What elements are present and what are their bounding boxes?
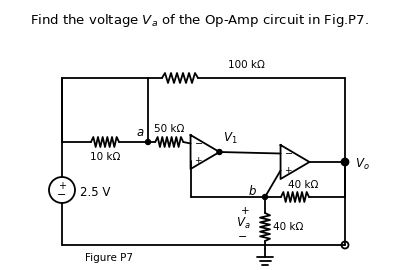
Text: $V_o$: $V_o$ bbox=[355, 156, 370, 171]
Text: $b$: $b$ bbox=[247, 184, 257, 198]
Text: $V_a$: $V_a$ bbox=[236, 215, 250, 231]
Text: 2.5 V: 2.5 V bbox=[80, 185, 110, 198]
Text: 40 kΩ: 40 kΩ bbox=[273, 222, 304, 232]
Text: 100 kΩ: 100 kΩ bbox=[228, 60, 265, 70]
Text: −: − bbox=[57, 190, 67, 200]
Text: 50 kΩ: 50 kΩ bbox=[154, 124, 184, 134]
Circle shape bbox=[217, 150, 222, 154]
Text: +: + bbox=[194, 156, 202, 165]
Text: +: + bbox=[285, 166, 292, 175]
Circle shape bbox=[342, 160, 348, 164]
Text: 40 kΩ: 40 kΩ bbox=[288, 180, 318, 190]
Text: $a$: $a$ bbox=[136, 127, 144, 140]
Text: 10 kΩ: 10 kΩ bbox=[90, 152, 120, 162]
Text: −: − bbox=[194, 139, 203, 148]
Text: −: − bbox=[285, 148, 293, 158]
Text: Find the voltage $V_a$ of the Op-Amp circuit in Fig.P7.: Find the voltage $V_a$ of the Op-Amp cir… bbox=[30, 12, 369, 29]
Text: +: + bbox=[241, 206, 249, 216]
Text: +: + bbox=[58, 181, 66, 191]
Text: Figure P7: Figure P7 bbox=[85, 253, 133, 263]
Text: $V_1$: $V_1$ bbox=[223, 130, 238, 146]
Circle shape bbox=[263, 194, 267, 200]
Text: −: − bbox=[238, 232, 248, 242]
Circle shape bbox=[146, 140, 150, 144]
